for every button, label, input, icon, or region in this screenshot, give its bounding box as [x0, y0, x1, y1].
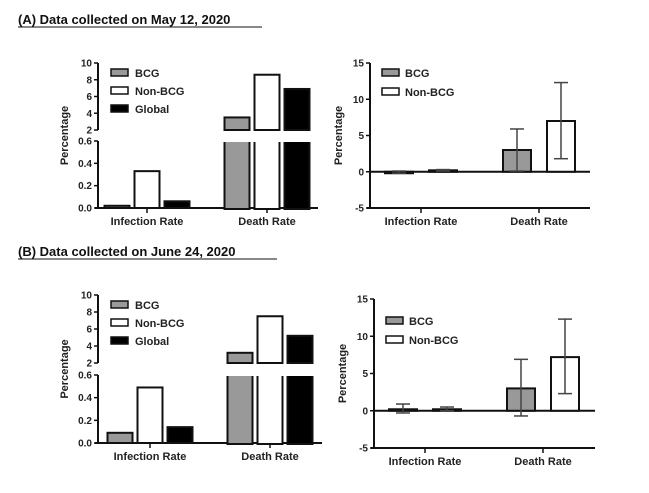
y-tick-label: 2: [86, 126, 92, 137]
y-tick-label: 15: [357, 295, 369, 306]
y-axis-label: Percentage: [333, 106, 345, 165]
y-tick-label: 0.2: [78, 416, 92, 427]
axis-break-mask: [226, 373, 254, 376]
x-tick-label: Infection Rate: [389, 456, 462, 468]
x-tick-label: Infection Rate: [385, 216, 458, 228]
y-tick-label: 4: [86, 109, 92, 120]
legend-label: Non-BCG: [135, 86, 185, 98]
legend-label: Global: [135, 104, 169, 116]
chart-1-right: -5 0 5 10 15 Percentage Infection Rate Death Ra…: [337, 295, 595, 468]
y-axis-label: Percentage: [59, 339, 71, 398]
y-axis-label: Percentage: [337, 344, 349, 403]
y-tick-label: 10: [353, 95, 365, 106]
y-tick-label: 6: [86, 325, 92, 336]
legend-label: Non-BCG: [135, 318, 185, 330]
bar-non-bcg-upper: [256, 315, 284, 364]
legend-swatch: [381, 87, 400, 96]
legend-swatch: [110, 300, 129, 309]
y-tick-label: 0: [358, 167, 364, 178]
y-tick-label: 0.0: [78, 204, 92, 215]
y-tick-label: 5: [358, 131, 364, 142]
bar-bcg-lower: [226, 374, 254, 445]
y-tick-label: 8: [86, 75, 92, 86]
y-tick-label: 15: [353, 59, 365, 70]
y-tick-label: 10: [81, 291, 93, 302]
y-tick-label: 0.2: [78, 181, 92, 192]
legend-swatch: [110, 336, 129, 345]
bar-non-bcg-lower: [253, 140, 281, 210]
x-tick-label: Death Rate: [514, 456, 571, 468]
legend-swatch: [110, 86, 129, 95]
panel-a-title: (A) Data collected on May 12, 2020: [18, 12, 230, 27]
y-tick-label: 10: [81, 59, 93, 70]
y-tick-label: 8: [86, 308, 92, 319]
legend-swatch: [385, 335, 404, 344]
chart-0-left: 2 4 6 8 10 0.0 0.2 0.4 0.6 Percentage Infection Ra…: [59, 59, 318, 228]
y-tick-label: -5: [359, 444, 368, 455]
legend-label: BCG: [135, 300, 159, 312]
bar-global-lower: [286, 374, 314, 445]
axis-break-mask: [286, 373, 314, 376]
bar-non-bcg-upper: [253, 73, 281, 131]
bar-bcg-lower: [223, 140, 251, 210]
y-tick-label: 2: [86, 359, 92, 370]
legend-label: BCG: [405, 68, 429, 80]
y-tick-label: 5: [362, 369, 368, 380]
bar-non-bcg: [136, 386, 164, 445]
y-axis-label: Percentage: [59, 106, 71, 165]
panel-b-title: (B) Data collected on June 24, 2020: [18, 244, 235, 259]
x-tick-label: Infection Rate: [114, 451, 187, 463]
axis-break-mask: [223, 139, 251, 142]
legend-label: BCG: [135, 68, 159, 80]
x-tick-label: Death Rate: [238, 216, 295, 228]
chart-0-right: -5 0 5 10 15 Percentage Infection Rate Death Ra…: [333, 59, 590, 228]
bar-bcg-upper: [226, 351, 254, 364]
bar-global-upper: [283, 87, 311, 131]
y-tick-label: 0.4: [78, 393, 92, 404]
y-tick-label: 4: [86, 342, 92, 353]
legend-label: Non-BCG: [409, 335, 459, 347]
legend-label: Non-BCG: [405, 87, 455, 99]
y-tick-label: 0.6: [78, 137, 92, 148]
bar-global-lower: [283, 140, 311, 210]
legend-label: Global: [135, 336, 169, 348]
y-tick-label: -5: [355, 204, 364, 215]
y-tick-label: 0.6: [78, 371, 92, 382]
bar-global: [166, 426, 194, 444]
chart-1-left: 2 4 6 8 10 0.0 0.2 0.4 0.6 Percentage Infection Ra…: [59, 291, 322, 463]
bar-global: [163, 200, 191, 210]
bar-bcg-upper: [223, 116, 251, 131]
legend-swatch: [385, 316, 404, 325]
y-tick-label: 6: [86, 92, 92, 103]
bar-non-bcg: [133, 170, 161, 209]
axis-break-mask: [256, 373, 284, 376]
x-tick-label: Infection Rate: [111, 216, 184, 228]
legend-swatch: [110, 318, 129, 327]
y-tick-label: 0.4: [78, 159, 92, 170]
bar-non-bcg-lower: [256, 374, 284, 445]
axis-break-mask: [253, 139, 281, 142]
y-tick-label: 0.0: [78, 439, 92, 450]
legend-swatch: [110, 104, 129, 113]
bar-bcg: [103, 204, 131, 209]
x-tick-label: Death Rate: [510, 216, 567, 228]
legend-swatch: [381, 68, 400, 77]
x-tick-label: Death Rate: [241, 451, 298, 463]
y-tick-label: 0: [362, 406, 368, 417]
y-tick-label: 10: [357, 332, 369, 343]
bar-bcg: [106, 431, 134, 444]
legend-swatch: [110, 68, 129, 77]
legend-label: BCG: [409, 316, 433, 328]
bar-global-upper: [286, 334, 314, 364]
axis-break-mask: [283, 139, 311, 142]
